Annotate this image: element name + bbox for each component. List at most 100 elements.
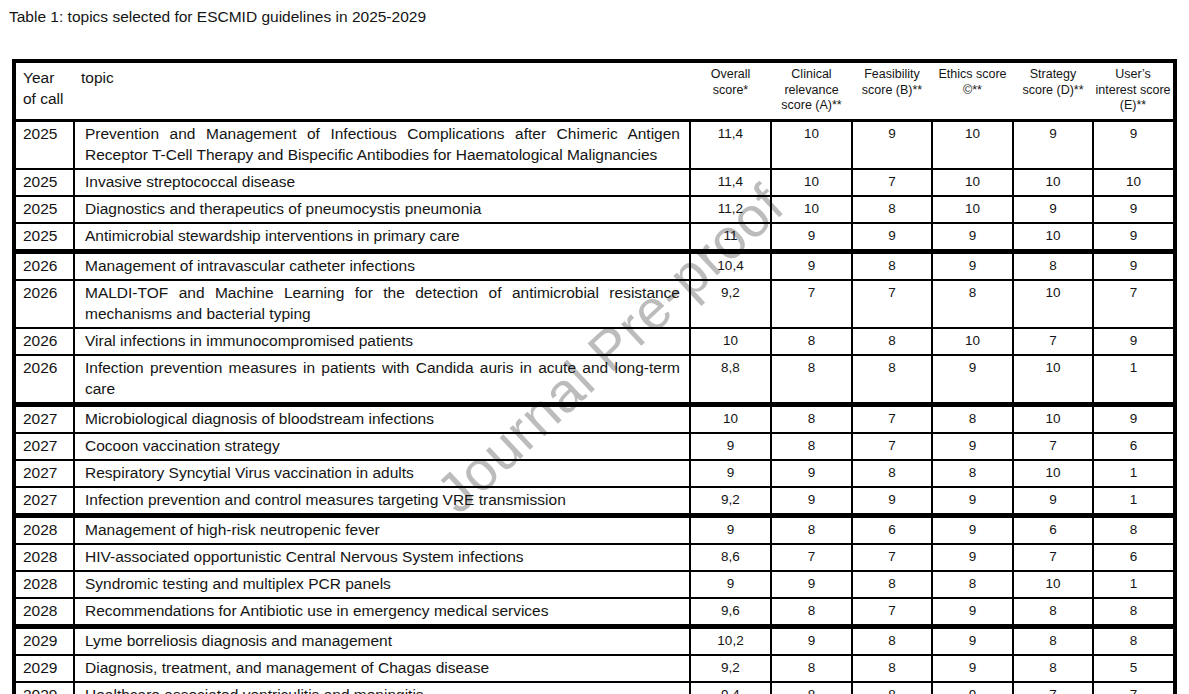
feasibility-score-cell: 7	[852, 280, 932, 328]
overall-score-cell: 11,2	[690, 196, 771, 223]
overall-score-cell: 11,4	[690, 120, 771, 169]
year-cell: 2027	[14, 404, 74, 433]
topic-cell: Healthcare associated ventriculitis and …	[74, 682, 690, 694]
ethics-score-cell: 9	[932, 355, 1013, 405]
year-cell: 2028	[14, 598, 74, 627]
topic-cell: Recommendations for Antibiotic use in em…	[74, 598, 690, 627]
strategy-score-cell: 7	[1013, 328, 1093, 355]
table-row: 2028HIV-associated opportunistic Central…	[14, 544, 1175, 571]
users-interest-score-cell: 8	[1093, 598, 1175, 627]
clinical-relevance-score-cell: 8	[771, 655, 852, 682]
topic-cell: MALDI-TOF and Machine Learning for the d…	[74, 280, 690, 328]
clinical-relevance-score-cell: 9	[771, 571, 852, 598]
table-row: 2029Diagnosis, treatment, and management…	[14, 655, 1175, 682]
clinical-relevance-score-cell: 8	[771, 355, 852, 405]
table-row: 2025Prevention and Management of Infecti…	[14, 120, 1175, 169]
clinical-relevance-score-cell: 8	[771, 328, 852, 355]
strategy-score-cell: 7	[1013, 544, 1093, 571]
year-cell: 2026	[14, 280, 74, 328]
clinical-relevance-score-cell: 8	[771, 433, 852, 460]
topic-cell: Cocoon vaccination strategy	[74, 433, 690, 460]
table-row: 2028Syndromic testing and multiplex PCR …	[14, 571, 1175, 598]
overall-score-cell: 9	[690, 571, 771, 598]
table-row: 2025Diagnostics and therapeutics of pneu…	[14, 196, 1175, 223]
topic-cell: Management of intravascular catheter inf…	[74, 251, 690, 280]
ethics-score-cell: 9	[932, 433, 1013, 460]
feasibility-score-cell: 9	[852, 223, 932, 252]
year-cell: 2025	[14, 196, 74, 223]
table-header-row: Year of call topic Overall score* Clinic…	[14, 61, 1175, 120]
feasibility-score-cell: 7	[852, 598, 932, 627]
users-interest-score-cell: 9	[1093, 404, 1175, 433]
users-interest-score-cell: 8	[1093, 515, 1175, 544]
ethics-score-cell: 9	[932, 655, 1013, 682]
year-cell: 2026	[14, 251, 74, 280]
table-body: 2025Prevention and Management of Infecti…	[14, 120, 1175, 694]
topic-cell: Management of high-risk neutropenic feve…	[74, 515, 690, 544]
overall-score-cell: 8,6	[690, 544, 771, 571]
table-row: 2026Management of intravascular catheter…	[14, 251, 1175, 280]
strategy-score-cell: 10	[1013, 355, 1093, 405]
table-row: 2027Microbiological diagnosis of bloodst…	[14, 404, 1175, 433]
feasibility-score-cell: 8	[852, 682, 932, 694]
topic-cell: Antimicrobial stewardship interventions …	[74, 223, 690, 252]
feasibility-score-cell: 7	[852, 433, 932, 460]
strategy-score-cell: 10	[1013, 169, 1093, 196]
feasibility-score-cell: 7	[852, 544, 932, 571]
year-cell: 2025	[14, 223, 74, 252]
topic-cell: Diagnosis, treatment, and management of …	[74, 655, 690, 682]
ethics-score-cell: 9	[932, 682, 1013, 694]
users-interest-score-cell: 9	[1093, 251, 1175, 280]
topic-cell: Lyme borreliosis diagnosis and managemen…	[74, 626, 690, 655]
clinical-relevance-score-cell: 9	[771, 251, 852, 280]
ethics-score-cell: 9	[932, 487, 1013, 516]
users-interest-score-cell: 7	[1093, 682, 1175, 694]
overall-score-cell: 8,8	[690, 355, 771, 405]
overall-score-cell: 11,4	[690, 169, 771, 196]
year-cell: 2025	[14, 120, 74, 169]
strategy-score-cell: 7	[1013, 682, 1093, 694]
users-interest-score-cell: 9	[1093, 223, 1175, 252]
table-row: 2027Infection prevention and control mea…	[14, 487, 1175, 516]
feasibility-score-cell: 9	[852, 487, 932, 516]
table-row: 2027Cocoon vaccination strategy987976	[14, 433, 1175, 460]
year-cell: 2028	[14, 571, 74, 598]
strategy-score-cell: 9	[1013, 196, 1093, 223]
ethics-score-cell: 10	[932, 120, 1013, 169]
overall-score-cell: 9	[690, 460, 771, 487]
clinical-relevance-score-cell: 10	[771, 196, 852, 223]
strategy-score-cell: 8	[1013, 251, 1093, 280]
ethics-score-cell: 10	[932, 328, 1013, 355]
table-row: 2028Recommendations for Antibiotic use i…	[14, 598, 1175, 627]
clinical-relevance-score-cell: 7	[771, 280, 852, 328]
users-interest-score-cell: 9	[1093, 328, 1175, 355]
strategy-score-cell: 10	[1013, 460, 1093, 487]
feasibility-score-cell: 7	[852, 169, 932, 196]
year-cell: 2026	[14, 355, 74, 405]
clinical-relevance-score-cell: 8	[771, 404, 852, 433]
overall-score-cell: 9,2	[690, 655, 771, 682]
year-cell: 2027	[14, 487, 74, 516]
guidelines-table: Year of call topic Overall score* Clinic…	[12, 59, 1177, 694]
ethics-score-cell: 9	[932, 515, 1013, 544]
year-cell: 2028	[14, 544, 74, 571]
col-header-year-of-call: Year of call	[14, 61, 74, 120]
strategy-score-cell: 6	[1013, 515, 1093, 544]
strategy-score-cell: 10	[1013, 280, 1093, 328]
table-row: 2025Antimicrobial stewardship interventi…	[14, 223, 1175, 252]
topic-cell: Infection prevention measures in patient…	[74, 355, 690, 405]
col-header-strategy: Strategy score (D)**	[1013, 61, 1093, 120]
ethics-score-cell: 8	[932, 460, 1013, 487]
year-cell: 2025	[14, 169, 74, 196]
feasibility-score-cell: 8	[852, 196, 932, 223]
users-interest-score-cell: 8	[1093, 626, 1175, 655]
year-cell: 2029	[14, 682, 74, 694]
overall-score-cell: 10	[690, 404, 771, 433]
users-interest-score-cell: 1	[1093, 460, 1175, 487]
strategy-score-cell: 8	[1013, 598, 1093, 627]
overall-score-cell: 9,6	[690, 598, 771, 627]
users-interest-score-cell: 6	[1093, 433, 1175, 460]
feasibility-score-cell: 6	[852, 515, 932, 544]
table-row: 2029Healthcare associated ventriculitis …	[14, 682, 1175, 694]
overall-score-cell: 9	[690, 433, 771, 460]
